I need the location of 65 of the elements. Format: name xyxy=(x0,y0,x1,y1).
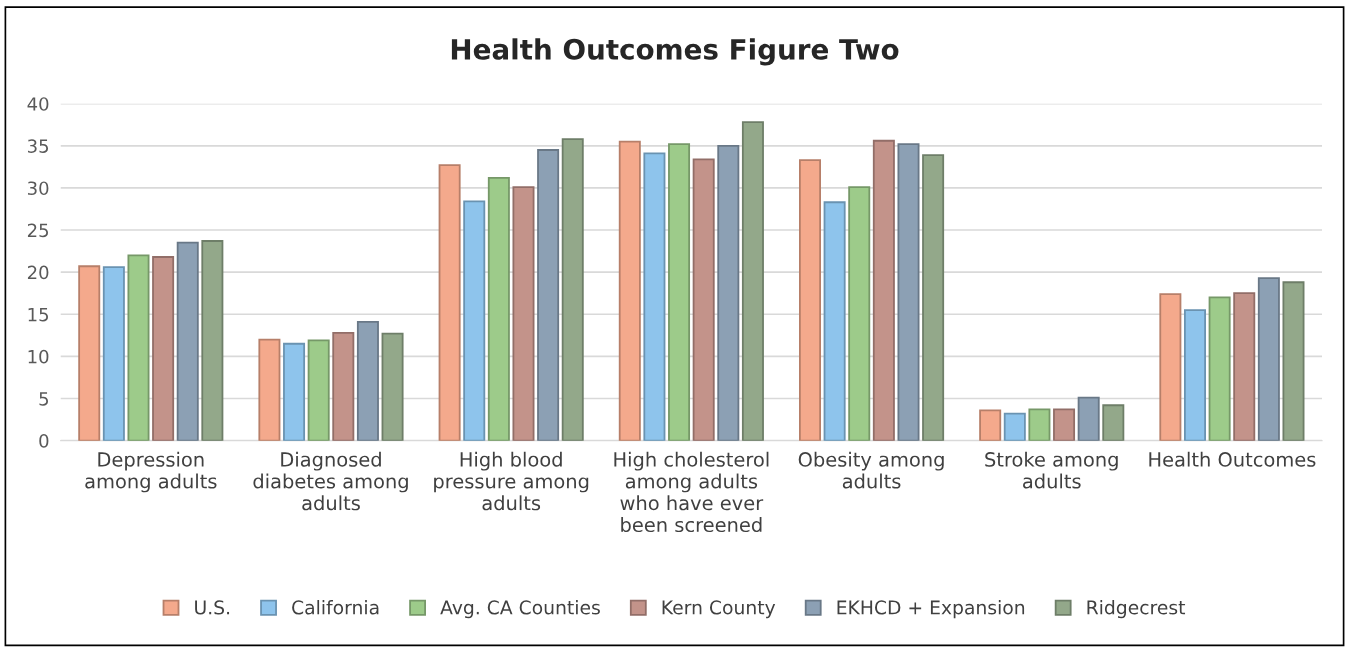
bar xyxy=(618,140,641,441)
bar xyxy=(1159,293,1182,441)
x-tick-label: Health Outcomes xyxy=(1149,451,1316,467)
legend-label: U.S. xyxy=(195,600,230,615)
bar xyxy=(1257,277,1280,441)
bar xyxy=(102,266,125,441)
bar xyxy=(176,241,199,441)
y-tick-label: 20 xyxy=(27,265,49,280)
y-tick-label: 15 xyxy=(28,307,49,322)
bar xyxy=(1003,412,1026,441)
y-tick-label: 5 xyxy=(39,392,49,406)
bar xyxy=(798,159,821,441)
bar xyxy=(152,256,175,441)
bar xyxy=(332,331,355,441)
bar xyxy=(1053,408,1076,441)
bar xyxy=(848,186,871,441)
bar xyxy=(643,152,666,441)
bar xyxy=(922,154,945,441)
bar xyxy=(1233,292,1256,441)
y-tick-label: 25 xyxy=(27,223,49,238)
bar xyxy=(1102,404,1125,441)
bar xyxy=(897,143,920,441)
bar xyxy=(201,240,224,441)
x-tick-label: High cholesterol among adults who have ever been screened xyxy=(614,451,769,533)
bar xyxy=(561,138,584,441)
bar xyxy=(692,158,715,441)
bar xyxy=(127,254,150,441)
bar xyxy=(487,176,510,441)
legend-label: Ridgecrest xyxy=(1087,600,1186,619)
bar xyxy=(1282,281,1305,441)
bar xyxy=(512,186,535,441)
bar xyxy=(463,200,486,441)
legend-label: Avg. CA Counties xyxy=(440,600,600,619)
bar xyxy=(438,164,461,441)
y-tick-label: 30 xyxy=(27,181,49,196)
legend-label: Kern County xyxy=(662,600,776,619)
bar xyxy=(979,409,1002,441)
y-tick-label: 10 xyxy=(28,349,49,364)
x-tick-label: Depression among adults xyxy=(85,451,217,493)
chart-title: Health Outcomes Figure Two xyxy=(451,38,899,66)
bar xyxy=(258,338,281,441)
x-tick-label: Diagnosed diabetes among adults xyxy=(253,451,408,511)
bar xyxy=(537,149,560,441)
bar xyxy=(307,339,330,441)
bar xyxy=(872,139,895,441)
y-tick-label: 40 xyxy=(27,97,49,111)
x-tick-label: High blood pressure among adults xyxy=(434,451,589,511)
bar xyxy=(668,143,691,441)
bar xyxy=(741,121,764,441)
y-tick-label: 0 xyxy=(39,434,49,448)
bar xyxy=(356,320,379,441)
x-tick-label: Stroke among adults xyxy=(985,451,1118,489)
bar xyxy=(1028,408,1051,441)
bar xyxy=(381,332,404,441)
x-tick-label: Obesity among adults xyxy=(798,451,944,489)
bar xyxy=(1183,309,1206,441)
bar xyxy=(1208,296,1231,441)
bar xyxy=(823,201,846,441)
y-tick-label: 35 xyxy=(27,139,49,153)
bar xyxy=(283,342,306,441)
bar xyxy=(78,265,101,441)
bar xyxy=(717,144,740,441)
bar xyxy=(1077,396,1100,441)
legend-label: California xyxy=(292,600,379,615)
legend-label: EKHCD + Expansion xyxy=(837,600,1025,619)
